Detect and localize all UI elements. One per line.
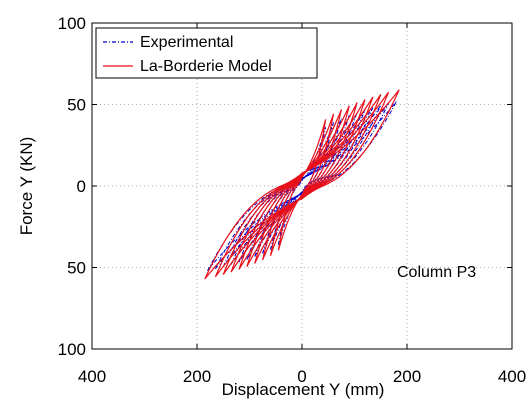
- x-tick-label: 400: [498, 367, 526, 386]
- hysteresis-loop: [277, 119, 327, 251]
- hysteresis-loop: [269, 113, 335, 256]
- hysteresis-loop: [254, 115, 350, 257]
- x-tick-label: 0: [297, 367, 306, 386]
- hysteresis-loop: [222, 94, 382, 275]
- x-tick-label: 200: [183, 367, 211, 386]
- hysteresis-loop: [238, 99, 366, 270]
- hysteresis-loop: [214, 91, 390, 278]
- series-layer: [204, 89, 400, 280]
- legend-box: [95, 27, 318, 79]
- series-la-borderie-model: [204, 89, 400, 280]
- hysteresis-loop: [230, 107, 374, 265]
- hysteresis-loop: [246, 102, 358, 267]
- y-tick-label: 100: [58, 340, 86, 359]
- hysteresis-loop: [204, 89, 400, 280]
- y-tick-label: 100: [58, 14, 86, 33]
- tick-labels: 400 200 0 200 400 100 50 0 50 100: [58, 14, 527, 386]
- y-axis-label: Force Y (KN): [17, 137, 36, 236]
- hysteresis-loop: [254, 105, 350, 264]
- ticks: [91, 22, 513, 350]
- y-tick-label: 50: [67, 96, 86, 115]
- annotation-column-p3: Column P3: [397, 264, 476, 281]
- legend-label-model: La-Borderie Model: [140, 58, 272, 75]
- legend: Experimental La-Borderie Model: [95, 27, 318, 79]
- hysteresis-loop: [262, 109, 342, 261]
- y-tick-label: 0: [77, 177, 86, 196]
- hysteresis-loop: [230, 96, 374, 273]
- x-axis-label: Displacement Y (mm): [222, 380, 385, 399]
- y-tick-label: 50: [67, 259, 86, 278]
- hysteresis-loop: [270, 122, 334, 250]
- x-tick-label: 200: [393, 367, 421, 386]
- legend-label-experimental: Experimental: [140, 34, 233, 51]
- x-tick-label: 400: [78, 367, 106, 386]
